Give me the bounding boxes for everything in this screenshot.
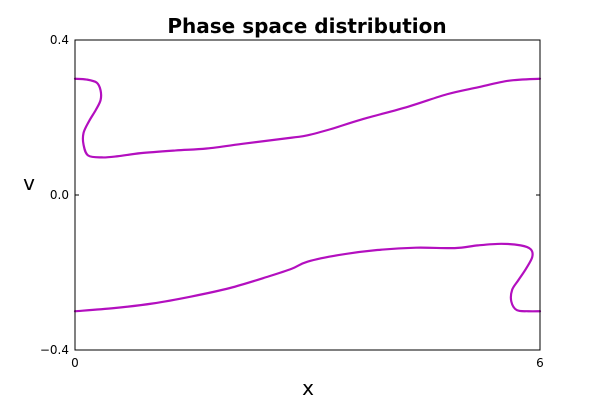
y-tick-label: 0.0 bbox=[50, 188, 69, 202]
y-axis-label: v bbox=[23, 171, 35, 195]
series-group bbox=[73, 77, 542, 313]
series-line-2 bbox=[73, 242, 542, 313]
x-tick-label: 6 bbox=[536, 356, 544, 370]
plot-area bbox=[73, 39, 542, 351]
y-tick-label: 0.4 bbox=[50, 33, 69, 47]
x-axis-label: x bbox=[302, 376, 314, 400]
chart-title: Phase space distribution bbox=[167, 14, 446, 38]
y-axis-ticks: 0.4 0.0 −0.4 bbox=[40, 33, 540, 357]
x-tick-label: 0 bbox=[71, 356, 79, 370]
y-tick-label: −0.4 bbox=[40, 343, 69, 357]
series-line-1 bbox=[73, 77, 542, 159]
